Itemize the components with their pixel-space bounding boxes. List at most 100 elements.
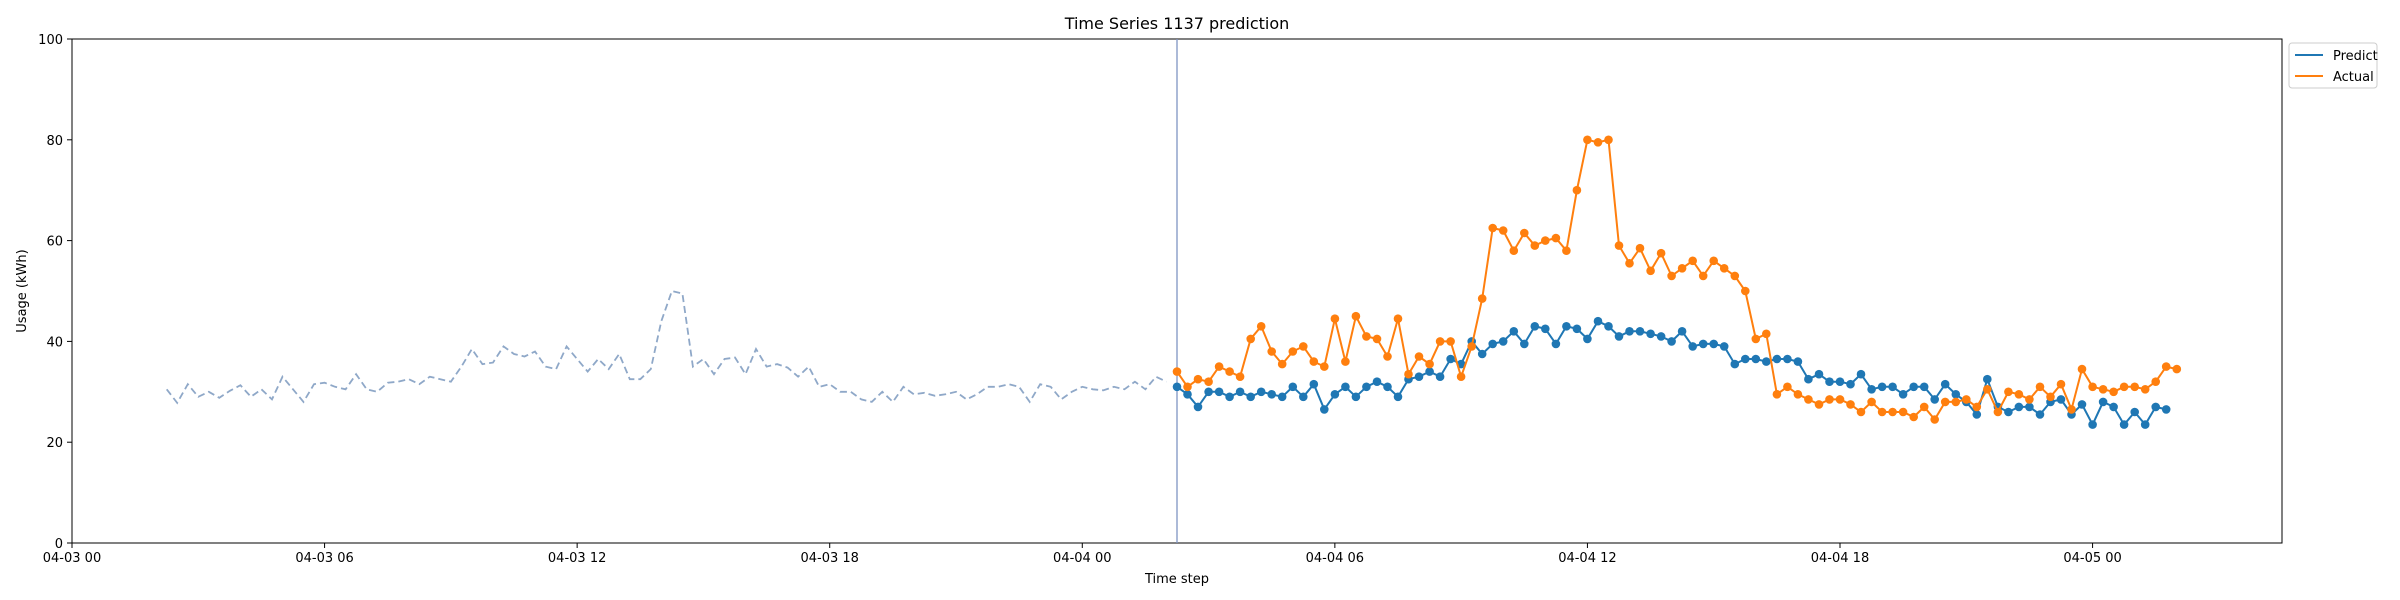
actual-point (1772, 390, 1782, 399)
predict-point (1288, 382, 1298, 392)
predict-point (1667, 337, 1676, 346)
actual-point (1635, 243, 1645, 253)
predict-point (1372, 377, 1382, 387)
actual-point (1993, 407, 2003, 417)
predict-point (1572, 324, 1582, 334)
y-axis-title: Usage (kWh) (15, 249, 30, 332)
predict-point (1877, 382, 1887, 392)
actual-point (1362, 332, 1371, 341)
y-tick-label: 60 (46, 235, 63, 250)
actual-point (1288, 347, 1298, 356)
actual-point (1783, 382, 1792, 392)
predict-point (1783, 354, 1792, 364)
actual-point (1299, 342, 1308, 351)
actual-point (1856, 407, 1866, 417)
predict-point (1225, 392, 1234, 402)
actual-point (2140, 385, 2150, 394)
actual-point (1888, 407, 1897, 417)
predict-point (1919, 382, 1929, 392)
predict-point (1520, 339, 1529, 349)
actual-point (2172, 364, 2182, 374)
y-tick-label: 80 (46, 134, 63, 149)
predict-point (1677, 327, 1687, 336)
predict-point (1172, 382, 1182, 392)
actual-point (1309, 357, 1319, 366)
actual-point (1572, 185, 1582, 195)
actual-point (1741, 286, 1750, 296)
actual-point (1814, 400, 1824, 409)
predict-point (2119, 420, 2129, 429)
predict-point (1256, 387, 1266, 397)
predict-point (1488, 339, 1497, 349)
actual-point (1488, 223, 1497, 233)
actual-point (1625, 259, 1634, 268)
predict-point (1772, 354, 1782, 364)
history-line (165, 289, 1167, 405)
actual-point (1393, 314, 1403, 324)
actual-point (2109, 387, 2118, 397)
actual-point (1341, 357, 1350, 366)
predict-point (2161, 405, 2171, 414)
actual-point (2056, 379, 2066, 389)
actual-point (1656, 248, 1666, 258)
actual-point (1877, 407, 1887, 417)
predict-point (1414, 372, 1424, 382)
actual-point (1762, 329, 1771, 339)
actual-point (1467, 342, 1476, 351)
predict-point (1551, 339, 1561, 349)
predict-point (1856, 369, 1866, 379)
series-layer (165, 135, 2182, 429)
predict-point (1762, 357, 1771, 366)
actual-point (1846, 400, 1855, 409)
y-tick-label: 40 (46, 335, 63, 350)
predict-point (1888, 382, 1897, 392)
predict-point (1909, 382, 1918, 392)
predict-point (1846, 379, 1855, 389)
predict-point (1604, 322, 1613, 331)
actual-point (1677, 264, 1687, 273)
predict-point (1299, 392, 1308, 402)
predict-point (1583, 334, 1592, 344)
predict-point (1477, 349, 1487, 359)
predict-point (1204, 387, 1213, 397)
actual-point (2046, 392, 2055, 402)
predict-point (1183, 390, 1192, 399)
predict-point (1814, 369, 1824, 379)
actual-point (2014, 390, 2024, 399)
predict-point (1530, 322, 1540, 331)
predict-point (2035, 410, 2045, 419)
predict-point (1614, 332, 1624, 341)
actual-point (1414, 352, 1424, 361)
actual-point (1509, 246, 1519, 255)
predict-point (1383, 382, 1392, 392)
actual-point (2130, 382, 2139, 392)
predict-point (1625, 327, 1634, 336)
actual-point (1751, 334, 1761, 344)
predict-point (1867, 385, 1876, 394)
actual-point (1604, 135, 1613, 145)
predict-point (1330, 390, 1340, 399)
actual-point (1909, 412, 1918, 422)
actual-point (1919, 402, 1929, 412)
actual-point (1267, 347, 1276, 356)
actual-point (1940, 397, 1950, 407)
predict-point (1656, 332, 1666, 341)
actual-point (2151, 377, 2160, 387)
actual-point (1835, 395, 1845, 404)
predict-point (2014, 402, 2024, 412)
actual-point (1951, 397, 1961, 407)
actual-point (1183, 382, 1192, 392)
x-tick-label: 04-03 00 (43, 551, 101, 566)
actual-point (1225, 367, 1234, 376)
actual-point (1383, 352, 1392, 361)
predict-point (1351, 392, 1361, 402)
actual-point (1667, 271, 1676, 281)
predict-point (1709, 339, 1718, 349)
predict-point (1498, 337, 1508, 346)
legend-predict-label: Predict (2333, 49, 2378, 64)
actual-point (1825, 395, 1834, 404)
predict-point (2088, 420, 2097, 429)
actual-point (2088, 382, 2097, 392)
actual-point (2004, 387, 2013, 397)
